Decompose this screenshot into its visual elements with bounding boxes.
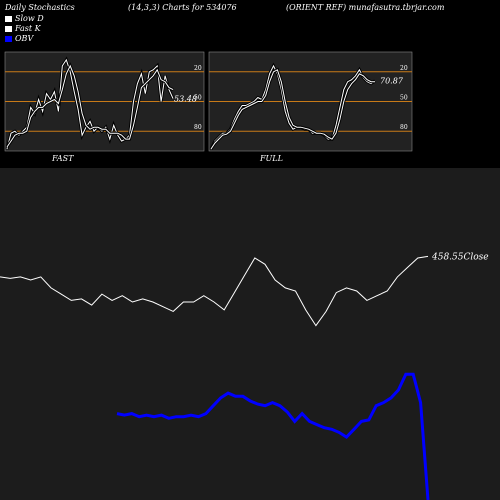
obv-series-line <box>116 372 430 500</box>
fast-tick-label: 20 <box>194 65 202 72</box>
legend-slow-d-label: Slow D <box>15 14 44 23</box>
fast-stochastic-plot: 80 50 20 53.48 <box>5 56 204 150</box>
legend-fast-k: Fast K <box>5 24 41 33</box>
price-series-line <box>0 255 429 327</box>
fast-tick-label: 50 <box>194 95 202 102</box>
legend-fast-k-label: Fast K <box>15 24 41 33</box>
price-last-value: 458.55 <box>431 252 464 262</box>
price-last-value-suffix: Close <box>464 252 489 262</box>
legend-obv-swatch <box>5 35 12 42</box>
full-panel-label: FULL <box>260 154 283 163</box>
legend-obv: OBV <box>5 34 33 43</box>
fast-last-value-label: 53.48 <box>174 95 197 104</box>
full-stochastic-plot: 80 50 20 70.87 <box>209 62 412 150</box>
full-tick-label: 80 <box>400 124 408 131</box>
fast-panel-label: FAST <box>52 154 74 163</box>
price-panel-frame <box>0 168 500 500</box>
fast-series-1 <box>6 64 174 148</box>
legend-slow-d: Slow D <box>5 14 44 23</box>
header-subtitle: (14,3,3) Charts for 534076 <box>128 3 237 12</box>
full-series-0 <box>210 64 376 150</box>
price-obv-plot: 458.55Close <box>0 252 489 500</box>
fast-tick-label: 80 <box>194 124 202 131</box>
price-last-value-label: 458.55Close <box>431 252 489 262</box>
legend-fast-k-swatch <box>5 25 12 32</box>
legend-slow-d-swatch <box>5 15 12 22</box>
full-series-1 <box>210 69 375 150</box>
full-last-value-label: 70.87 <box>380 77 404 86</box>
full-tick-label: 20 <box>400 65 408 72</box>
header-title: Daily Stochastics <box>5 3 75 12</box>
header-source: (ORIENT REF) munafasutra.tbrjar.com <box>286 3 445 12</box>
legend-obv-label: OBV <box>15 34 34 43</box>
full-tick-label: 50 <box>400 95 408 102</box>
